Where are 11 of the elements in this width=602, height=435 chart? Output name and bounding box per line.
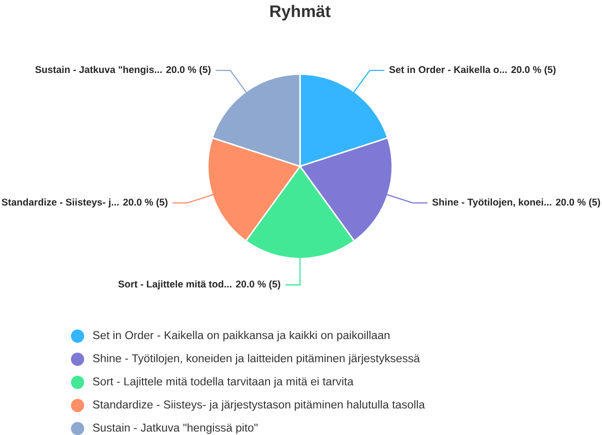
data-label: Sort - Lajittele mitä tod... 20.0 % (5) (118, 280, 280, 290)
legend-label: Sort - Lajittele mitä todella tarvitaan ja mitä ei tarvita (93, 376, 354, 388)
data-label: Set in Order - Kaikella o... 20.0 % (5) (389, 66, 556, 75)
legend-label: Sustain - Jatkuva "hengissä pito" (93, 423, 258, 434)
data-label: Standardize - Siisteys- j... 20.0 % (5) (2, 198, 168, 208)
data-label: Sustain - Jatkuva "hengis... 20.0 % (5) (35, 66, 211, 75)
legend-label: Shine - Työtilojen, koneiden ja laitteiden pitäminen järjestyksessä (93, 354, 420, 364)
legend-label: Set in Order - Kaikella on paikkansa ja kaikki on paikoillaan (93, 330, 390, 342)
legend-label: Standardize - Siisteys- ja järjestystason pitäminen halutulla tasolla (93, 400, 425, 411)
data-label: Shine - Työtilojen, konei... 20.0 % (5) (432, 198, 600, 208)
chart-title: Ryhmät (270, 4, 331, 20)
